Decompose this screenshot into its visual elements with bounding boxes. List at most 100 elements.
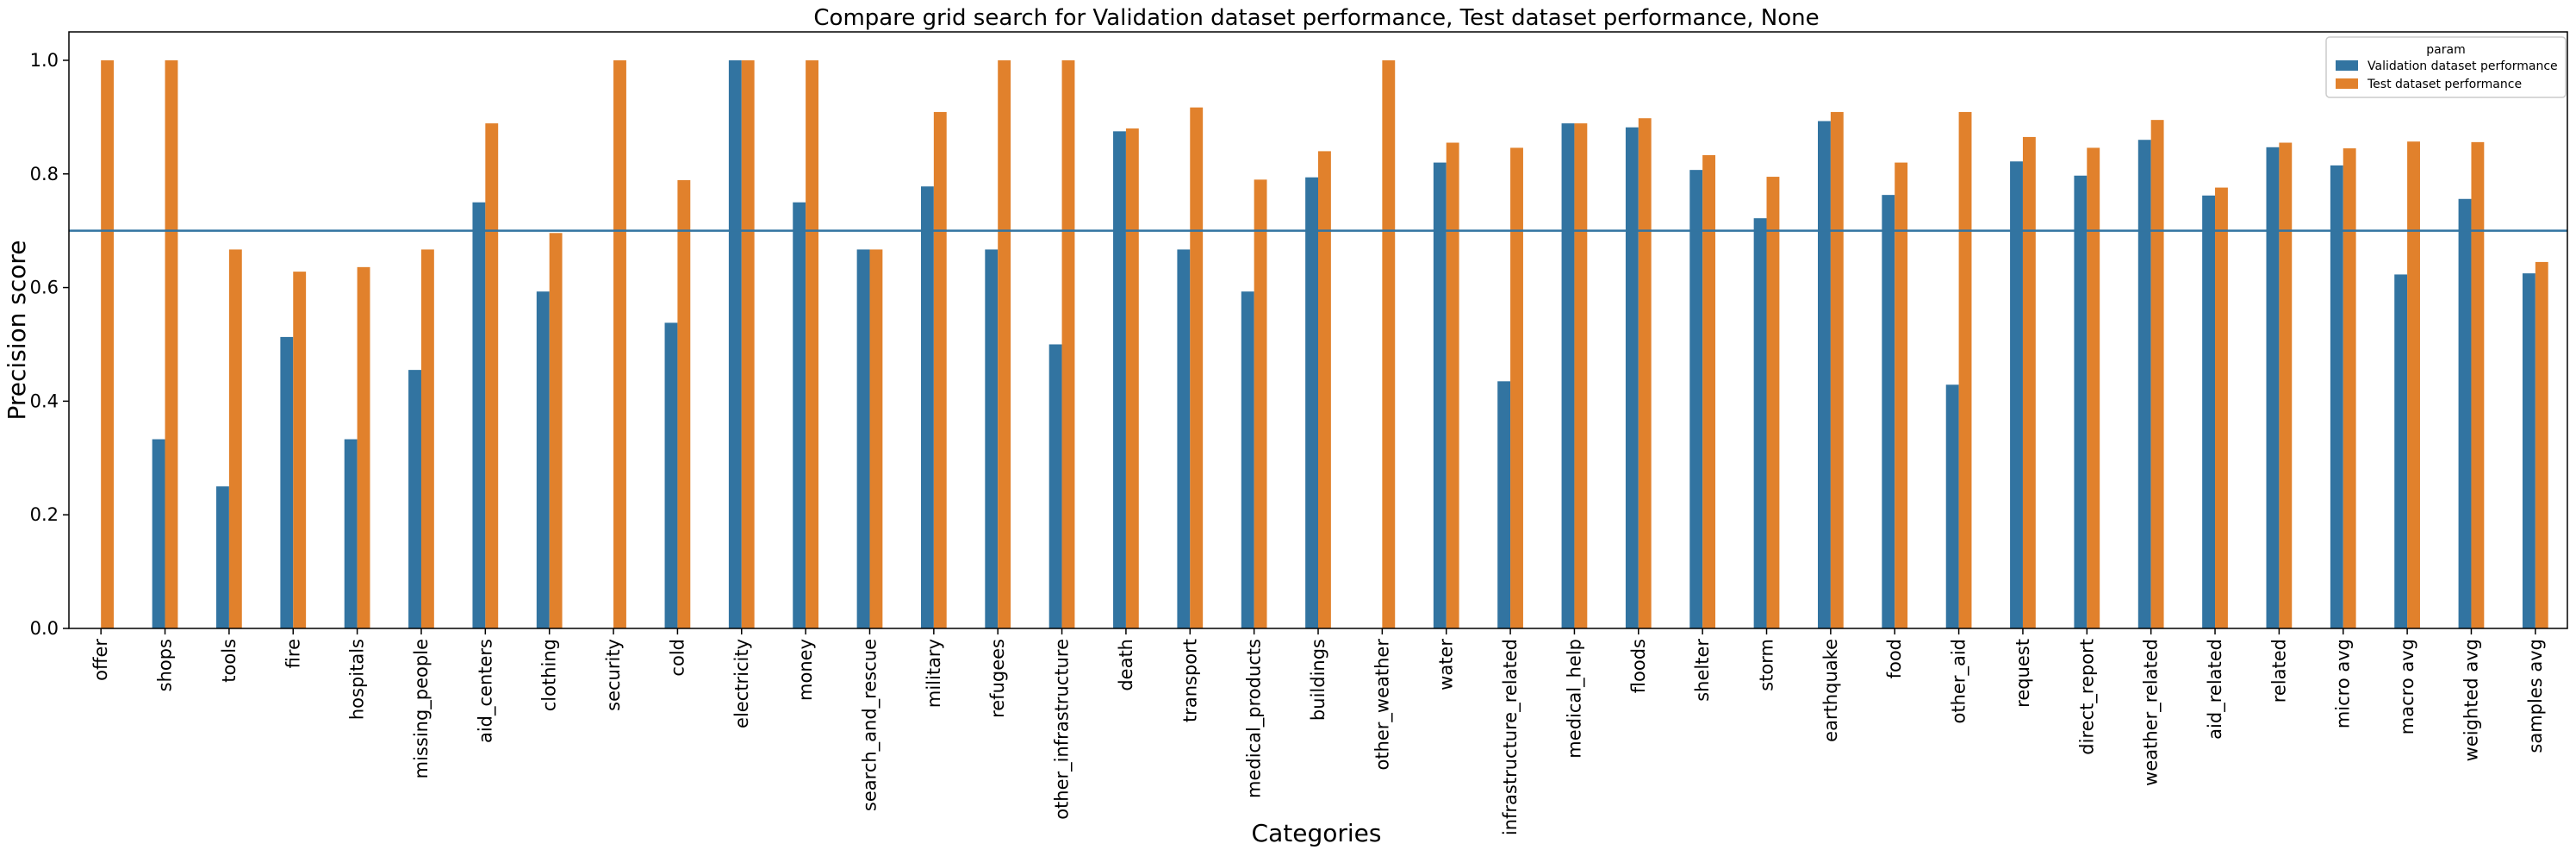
bar-test [677,180,691,628]
y-tick-label: 0.6 [30,278,59,298]
y-tick-label: 0.2 [30,504,59,525]
x-axis-label: Categories [1252,819,1382,847]
bar-validation [1945,384,1959,628]
bar-test [1446,142,1459,628]
bar-validation [2522,273,2536,628]
bar-test [1574,123,1588,629]
x-tick-label: shelter [1692,639,1713,702]
bar-validation [2266,147,2280,629]
bar-test [293,272,307,628]
x-tick-label: water [1436,639,1457,690]
x-tick-label: medical_help [1564,639,1585,759]
legend-title: param [2426,43,2465,57]
bar-validation [152,439,165,628]
bar-validation [408,370,421,628]
bar-test [420,249,434,628]
bar-test [2215,187,2228,628]
bar-test [2279,142,2293,628]
bar-test [613,59,626,628]
chart-title: Compare grid search for Validation datas… [813,5,1819,31]
x-tick-label: weather_related [2141,639,2162,786]
x-tick-label: medical_products [1244,639,1266,798]
y-tick-label: 0.8 [30,164,59,184]
x-tick-label: related [2268,639,2289,703]
bar-test [549,233,563,628]
x-tick-label: clothing [539,639,560,711]
bar-test [1318,151,1331,628]
bar-validation [344,439,358,628]
bar-validation [2330,165,2343,628]
bar-test [1254,179,1267,629]
y-tick-label: 1.0 [30,50,59,71]
x-tick-label: shops [155,639,176,691]
legend-frame [2325,36,2567,98]
x-tick-label: death [1116,639,1136,691]
y-tick-label: 0.4 [30,391,59,411]
bar-validation [2202,195,2216,628]
x-tick-label: storm [1757,639,1777,691]
legend-label-validation: Validation dataset performance [2368,59,2558,73]
bar-test [806,59,818,628]
x-tick-label: electricity [731,639,752,728]
x-tick-label: fire [283,639,303,668]
x-tick-label: aid_related [2205,639,2226,740]
bar-test [998,59,1011,628]
bar-test [1190,107,1204,628]
bar-validation [1561,123,1575,629]
legend-label-test: Test dataset performance [2367,78,2522,91]
x-tick-label: search_and_rescue [859,639,880,811]
bar-test [2150,120,2164,628]
bar-validation [1689,170,1703,628]
x-tick-label: buildings [1308,639,1328,721]
x-tick-label: earthquake [1820,639,1841,742]
bar-test [485,123,499,629]
bar-validation [2010,161,2023,628]
bar-validation [1305,177,1318,629]
x-tick-label: infrastructure_related [1500,639,1521,835]
x-tick-label: floods [1628,639,1649,693]
bar-test [1830,111,1844,628]
bar-validation [1241,291,1254,628]
bar-test [1766,177,1780,628]
y-tick-label: 0.0 [30,618,59,639]
bar-test [357,266,370,628]
bar-validation [793,202,806,628]
legend-swatch-test [2336,78,2358,89]
bar-test [1638,118,1652,628]
bar-validation [2137,140,2151,629]
bar-validation [216,486,229,628]
x-tick-label: other_infrastructure [1052,639,1073,820]
bar-validation [536,291,550,628]
bar-test [228,249,242,628]
legend-swatch-validation [2336,60,2358,71]
bar-validation [1048,344,1062,628]
bar-validation [1433,162,1447,628]
x-tick-label: security [603,639,624,711]
bar-validation [1177,249,1191,628]
x-tick-label: micro avg [2333,639,2354,728]
bar-test [1702,155,1716,628]
x-tick-label: food [1884,639,1905,678]
bar-validation [1753,218,1767,629]
bar-test [1510,147,1523,628]
bar-validation [2074,175,2088,629]
x-tick-label: tools [219,639,240,683]
x-tick-label: transport [1179,639,1200,722]
bar-validation [1113,131,1126,628]
bar-test [1958,111,1972,628]
x-tick-label: aid_centers [475,639,496,743]
x-tick-label: military [924,639,944,708]
x-tick-label: cold [667,639,688,677]
bar-validation [1497,381,1511,628]
x-tick-label: offer [90,639,111,681]
x-tick-label: other_weather [1372,639,1393,771]
bar-test [101,59,115,628]
bar-validation [856,249,870,628]
bar-validation [985,249,999,628]
bar-validation [2458,198,2472,628]
bar-test [933,111,947,628]
x-tick-label: weighted avg [2461,639,2481,761]
bar-validation [472,202,486,628]
bar-validation [920,186,934,628]
